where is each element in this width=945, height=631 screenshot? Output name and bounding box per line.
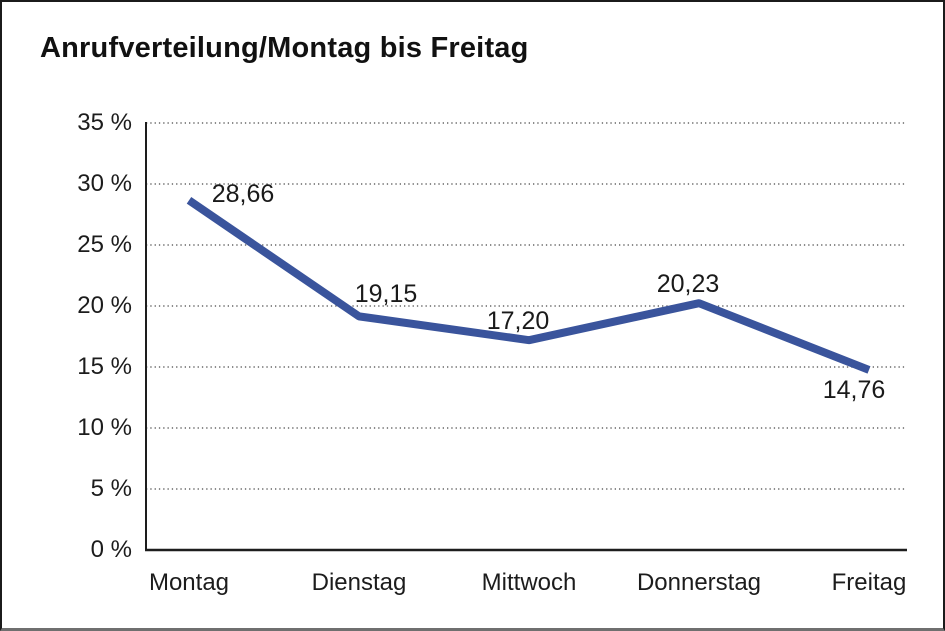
data-series-group bbox=[186, 197, 871, 374]
chart-title: Anrufverteilung/Montag bis Freitag bbox=[40, 32, 529, 64]
x-category-label: Freitag bbox=[831, 569, 907, 596]
x-category-label: Dienstag bbox=[311, 569, 407, 596]
y-tick-label: 30 % bbox=[77, 170, 132, 197]
y-tick-label: 5 % bbox=[90, 475, 132, 502]
data-point-label: 19,15 bbox=[354, 280, 418, 309]
x-category-label: Mittwoch bbox=[481, 569, 577, 596]
axes-group bbox=[145, 122, 907, 552]
y-tick-label: 35 % bbox=[77, 109, 132, 136]
x-category-label: Donnerstag bbox=[636, 569, 762, 596]
data-line bbox=[186, 197, 871, 374]
y-tick-label: 10 % bbox=[77, 414, 132, 441]
data-point-label: 17,20 bbox=[486, 307, 550, 336]
data-point-label: 28,66 bbox=[211, 180, 275, 209]
y-tick-label: 0 % bbox=[90, 536, 132, 563]
x-category-label: Montag bbox=[148, 569, 230, 596]
y-tick-label: 20 % bbox=[77, 292, 132, 319]
gridlines-group bbox=[146, 122, 907, 490]
data-point-label: 14,76 bbox=[822, 375, 886, 404]
data-point-label: 20,23 bbox=[656, 270, 720, 299]
y-tick-label: 15 % bbox=[77, 353, 132, 380]
y-tick-label: 25 % bbox=[77, 231, 132, 258]
